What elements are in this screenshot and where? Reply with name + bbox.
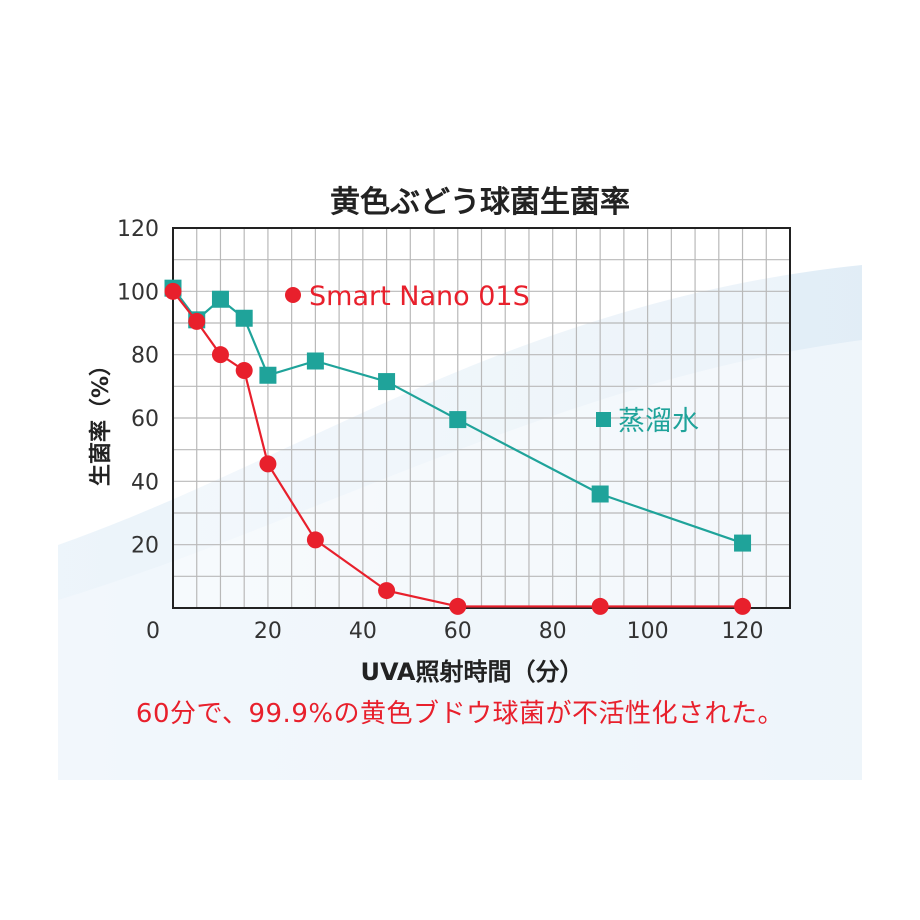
x-tick-label: 80 [539, 619, 567, 644]
data-point-square [591, 485, 609, 503]
chart-title: 黄色ぶどう球菌生菌率 [330, 185, 630, 220]
legend-label-distilled-water: 蒸溜水 [618, 406, 699, 437]
data-point-square [734, 534, 752, 552]
y-tick-label: 100 [117, 280, 159, 305]
data-point-circle [164, 282, 182, 300]
data-point-square [235, 309, 253, 327]
series-line [172, 287, 743, 545]
data-point-square [306, 352, 324, 370]
x-tick-label: 20 [254, 619, 282, 644]
x-tick-label: 100 [627, 619, 669, 644]
x-tick-label: 0 [146, 619, 160, 644]
legend-marker-circle [285, 287, 301, 303]
y-tick-label: 60 [131, 407, 159, 432]
grid [172, 227, 791, 609]
x-tick-label: 40 [349, 619, 377, 644]
x-tick-label: 120 [722, 619, 764, 644]
data-point-circle [378, 582, 396, 600]
data-point-circle [449, 597, 467, 615]
data-point-circle [259, 455, 277, 473]
series-line [172, 290, 743, 608]
plot-border [172, 227, 791, 609]
data-point-circle [591, 597, 609, 615]
axis-ticks: 0 20 40 60 80 100 120 20 40 60 80 100 120 [117, 217, 764, 644]
data-point-circle [211, 346, 229, 364]
x-tick-label: 60 [444, 619, 472, 644]
data-point-circle [306, 531, 324, 549]
x-axis-label: UVA照射時間（分） [360, 658, 583, 686]
data-point-square [259, 366, 277, 384]
y-tick-label: 120 [117, 217, 159, 242]
y-tick-label: 20 [131, 534, 159, 559]
data-point-circle [734, 597, 752, 615]
legend-marker-square [596, 412, 611, 427]
legend-label-smart-nano: Smart Nano 01S [309, 281, 530, 312]
y-tick-label: 80 [131, 344, 159, 369]
data-point-circle [188, 312, 206, 330]
legend: Smart Nano 01S 蒸溜水 [285, 281, 699, 437]
data-point-square [211, 290, 229, 308]
data-point-square [449, 411, 467, 429]
y-tick-label: 40 [131, 470, 159, 495]
series-layer [164, 279, 752, 615]
data-point-circle [235, 362, 253, 379]
y-axis-label: 生菌率（%） [88, 354, 114, 486]
result-caption: 60分で、99.9%の黄色ブドウ球菌が不活性化された。 [135, 699, 785, 729]
data-point-square [378, 373, 396, 391]
